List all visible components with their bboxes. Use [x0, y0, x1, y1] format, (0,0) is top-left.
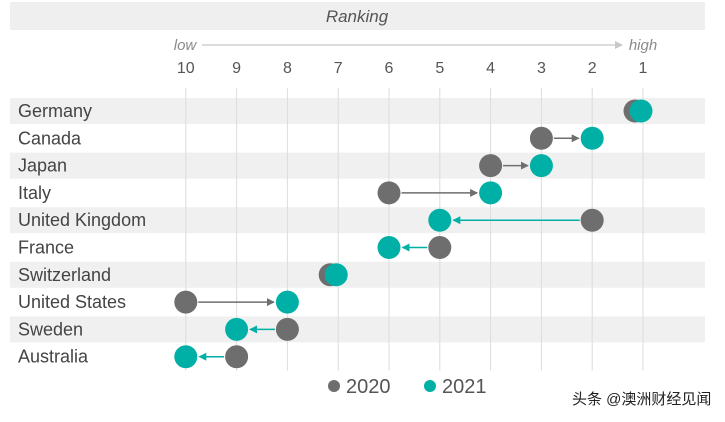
dot-2021 [629, 99, 653, 123]
legend-marker-2021 [424, 380, 436, 392]
dot-2021 [428, 208, 452, 232]
legend-label-2020: 2020 [346, 376, 391, 398]
row-france: France [18, 236, 452, 259]
title-band [10, 2, 705, 30]
category-label: United Kingdom [18, 210, 146, 230]
tick-label: 4 [486, 60, 495, 77]
row-band [10, 261, 705, 288]
dot-2020 [275, 317, 299, 341]
row-band [10, 316, 705, 343]
axis-low-label: low [174, 37, 198, 54]
dot-2020 [225, 345, 249, 369]
dot-2021 [324, 263, 348, 287]
dot-2021 [479, 181, 503, 205]
row-japan: Japan [18, 154, 553, 178]
tick-label: 1 [639, 60, 648, 77]
watermark-text: 头条 @澳洲财经见闻 [572, 391, 712, 408]
dot-2021 [174, 345, 198, 369]
row-australia: Australia [18, 345, 249, 369]
row-switzerland: Switzerland [18, 263, 348, 287]
category-label: Canada [18, 128, 82, 148]
category-label: United States [18, 292, 126, 312]
category-label: Australia [18, 347, 89, 367]
dot-2020 [580, 208, 604, 232]
category-label: Sweden [18, 319, 83, 339]
tick-label: 5 [435, 60, 444, 77]
dot-2020 [479, 154, 503, 178]
dot-2021 [275, 290, 299, 314]
dot-2020 [174, 290, 198, 314]
row-united-kingdom: United Kingdom [18, 208, 604, 232]
category-label: Switzerland [18, 265, 111, 285]
dot-2021 [529, 154, 553, 178]
dot-2021 [580, 126, 604, 150]
dot-2021 [225, 317, 249, 341]
row-united-states: United States [18, 290, 299, 314]
tick-label: 6 [385, 60, 394, 77]
tick-label: 9 [232, 60, 241, 77]
tick-label: 10 [177, 60, 195, 77]
dot-2020 [428, 236, 452, 259]
tick-label: 3 [537, 60, 546, 77]
row-band [10, 98, 705, 124]
legend-label-2021: 2021 [442, 376, 487, 398]
category-label: Japan [18, 156, 67, 176]
row-italy: Italy [18, 181, 503, 205]
row-canada: Canada [18, 126, 604, 150]
dot-2020 [529, 126, 553, 150]
tick-label: 2 [588, 60, 597, 77]
legend-marker-2020 [328, 380, 340, 392]
category-label: France [18, 238, 74, 258]
tick-label: 8 [283, 60, 292, 77]
row-sweden: Sweden [18, 317, 299, 341]
category-label: Italy [18, 183, 51, 203]
row-germany: Germany [18, 99, 653, 123]
axis-high-label: high [629, 37, 657, 54]
dot-2020 [377, 181, 401, 205]
chart-title: Ranking [326, 7, 389, 26]
tick-label: 7 [334, 60, 343, 77]
dot-2021 [377, 236, 401, 259]
category-label: Germany [18, 101, 92, 121]
row-band [10, 152, 705, 179]
